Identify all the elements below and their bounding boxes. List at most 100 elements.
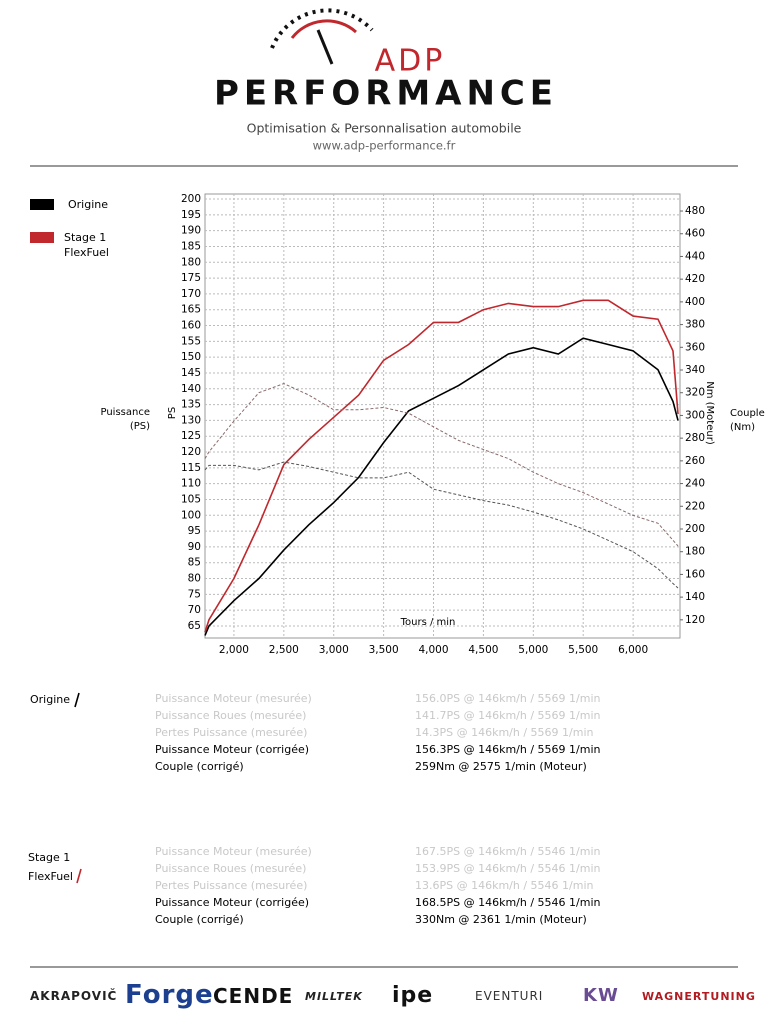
- result-name: Puissance Moteur (mesurée): [155, 845, 312, 858]
- y-tick-label: 150: [181, 351, 201, 363]
- brand-logo: KW: [583, 985, 619, 1007]
- y-tick-label: 165: [181, 304, 201, 316]
- brand-logo: WAGNERTUNING: [642, 989, 756, 1003]
- logo-needle: [316, 29, 334, 65]
- y-tick-label: 155: [181, 335, 201, 347]
- y-tick-label: 125: [181, 430, 201, 442]
- result-row: Pertes Puissance (mesurée) 14.3PS @ 146km…: [155, 724, 594, 741]
- result-name: Puissance Roues (mesurée): [155, 862, 307, 875]
- x-tick-label: 4,500: [468, 644, 498, 656]
- legend-label: Stage 1 FlexFuel: [64, 231, 109, 259]
- brand-logo: AKRAPOVIČ: [30, 989, 118, 1004]
- y2-tick-label: 320: [685, 387, 705, 399]
- y2-tick-label: 160: [685, 568, 705, 580]
- power-line: [204, 299, 679, 633]
- result-row: Puissance Moteur (corrigée) 156.3PS @ 146…: [155, 741, 601, 758]
- x-axis-label: Tours / min: [400, 617, 456, 628]
- y-tick-label: 175: [181, 272, 201, 284]
- y2-tick-label: 120: [685, 614, 705, 626]
- brand-logo: Forge: [125, 980, 214, 1011]
- torque-line: [204, 461, 679, 589]
- result-name: Puissance Moteur (corrigée): [155, 743, 310, 756]
- legend-label: Origine: [68, 198, 109, 211]
- slash-icon: [76, 868, 82, 884]
- y2-tick-label: 420: [685, 273, 705, 285]
- result-row: Puissance Moteur (mesurée) 167.5PS @ 146k…: [155, 843, 601, 860]
- y-tick-label: 95: [188, 525, 201, 537]
- y2-tick-label: 340: [685, 364, 705, 376]
- y2-tick-label: 280: [685, 432, 705, 444]
- torque-line: [204, 383, 679, 547]
- result-row: Puissance Roues (mesurée) 141.7PS @ 146km…: [155, 707, 601, 724]
- y-tick-label: 185: [181, 240, 201, 252]
- x-tick-label: 3,000: [319, 644, 349, 656]
- y-tick-label: 195: [181, 209, 201, 221]
- y-tick-label: 85: [188, 557, 201, 569]
- result-value: 167.5PS @ 146km/h / 5546 1/min: [415, 845, 601, 858]
- y-axis-outer-label: Puissance (PS): [100, 407, 150, 432]
- brand-bottom: PERFORMANCE: [214, 74, 554, 114]
- y-tick-label: 130: [181, 414, 201, 426]
- y2-tick-label: 480: [685, 205, 705, 217]
- result-row: Couple (corrigé) 330Nm @ 2361 1/min (Mote…: [155, 911, 587, 928]
- y2-tick-label: 300: [685, 409, 705, 421]
- x-tick-label: 2,000: [219, 644, 249, 656]
- brand-logo: MILLTEK: [305, 989, 363, 1003]
- y2-tick-label: 220: [685, 500, 705, 512]
- y-tick-label: 105: [181, 493, 201, 505]
- y2-tick-label: 400: [685, 296, 705, 308]
- result-value: 156.3PS @ 146km/h / 5569 1/min: [415, 743, 601, 756]
- result-name: Pertes Puissance (mesurée): [155, 726, 308, 739]
- y-tick-label: 170: [181, 288, 201, 300]
- result-row: Puissance Moteur (corrigée) 168.5PS @ 146…: [155, 894, 601, 911]
- y-tick-label: 75: [188, 588, 201, 600]
- result-value: 330Nm @ 2361 1/min (Moteur): [415, 913, 587, 926]
- brand-logo: CENDE: [213, 984, 294, 1008]
- legend-swatch: [30, 199, 54, 210]
- y-tick-label: 135: [181, 399, 201, 411]
- y-tick-label: 190: [181, 225, 201, 237]
- x-tick-label: 4,000: [418, 644, 448, 656]
- result-name: Couple (corrigé): [155, 760, 244, 773]
- logo-arc: [290, 19, 357, 39]
- result-row: Pertes Puissance (mesurée) 13.6PS @ 146km…: [155, 877, 594, 894]
- url: www.adp-performance.fr: [313, 139, 456, 153]
- result-value: 141.7PS @ 146km/h / 5569 1/min: [415, 709, 601, 722]
- result-value: 168.5PS @ 146km/h / 5546 1/min: [415, 896, 601, 909]
- y2-tick-label: 440: [685, 250, 705, 262]
- y2-tick-label: 140: [685, 591, 705, 603]
- power-line: [204, 337, 679, 636]
- brand-top: ADP: [375, 44, 446, 79]
- y-tick-label: 145: [181, 367, 201, 379]
- x-tick-label: 2,500: [269, 644, 299, 656]
- y2-axis-label: Nm (Moteur): [704, 381, 715, 445]
- result-value: 14.3PS @ 146km/h / 5569 1/min: [415, 726, 594, 739]
- x-tick-label: 3,500: [369, 644, 399, 656]
- y-tick-label: 110: [181, 478, 201, 490]
- y2-axis-outer-label: Couple (Nm): [730, 408, 765, 433]
- y-tick-label: 180: [181, 256, 201, 268]
- brand-logo: EVENTURI: [475, 989, 544, 1004]
- y-tick-label: 100: [181, 509, 201, 521]
- result-name: Couple (corrigé): [155, 913, 244, 926]
- plot-area: [204, 193, 681, 639]
- result-name: Puissance Moteur (corrigée): [155, 896, 310, 909]
- y-tick-label: 200: [181, 193, 201, 205]
- y2-tick-label: 200: [685, 523, 705, 535]
- y-tick-label: 140: [181, 383, 201, 395]
- result-value: 259Nm @ 2575 1/min (Moteur): [415, 760, 587, 773]
- legend-swatch: [30, 232, 54, 243]
- logo-gauge: [270, 8, 374, 49]
- result-name: Puissance Moteur (mesurée): [155, 692, 312, 705]
- y2-tick-label: 180: [685, 546, 705, 558]
- y2-tick-label: 460: [685, 228, 705, 240]
- result-label: Origine: [30, 693, 71, 706]
- brand-logo: ipe: [392, 982, 434, 1008]
- y-tick-label: 65: [188, 620, 201, 632]
- y-axis-label: PS: [167, 407, 178, 419]
- x-tick-label: 6,000: [618, 644, 648, 656]
- y2-tick-label: 360: [685, 341, 705, 353]
- y2-tick-label: 380: [685, 319, 705, 331]
